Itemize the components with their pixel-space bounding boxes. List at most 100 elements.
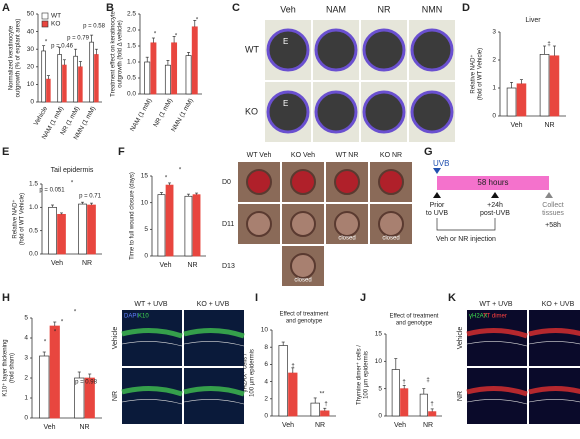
annotation: † bbox=[291, 364, 294, 370]
row-label: KO bbox=[245, 106, 258, 116]
y-tick-label: 10 bbox=[141, 199, 149, 206]
bar bbox=[49, 325, 60, 419]
y-tick-label: 15 bbox=[375, 331, 383, 338]
panel-letter: B bbox=[106, 2, 114, 14]
y-axis-label: γH2AX⁺ cells / bbox=[242, 353, 249, 392]
y-tick-label: 2.5 bbox=[127, 11, 136, 18]
x-tick-label: Vehicle bbox=[33, 105, 50, 127]
x-tick-label: NAM (1 mM) bbox=[129, 97, 153, 132]
explant-label: E bbox=[283, 37, 288, 46]
explant bbox=[266, 28, 310, 72]
annotation: p = 0.71 bbox=[79, 194, 102, 200]
injection-bracket bbox=[436, 218, 496, 231]
stain-label: K10 bbox=[138, 314, 149, 320]
x-tick-label: NR bbox=[315, 422, 325, 429]
duration-label: 58 hours bbox=[477, 178, 508, 187]
y-tick-label: 2 bbox=[492, 57, 496, 64]
explant bbox=[410, 28, 454, 72]
closed-label: closed bbox=[294, 278, 311, 284]
annotation: * bbox=[74, 310, 77, 316]
y-axis-label: Relative NAD⁺ bbox=[12, 199, 19, 238]
y-tick-label: 0 bbox=[378, 413, 382, 420]
bar bbox=[144, 61, 151, 95]
basement-line bbox=[528, 341, 580, 345]
annotation: * bbox=[154, 32, 157, 38]
closed-label: closed bbox=[338, 236, 355, 242]
y-tick-label: 50 bbox=[27, 11, 35, 18]
row-label: D0 bbox=[222, 179, 231, 186]
duration-bar bbox=[437, 176, 549, 190]
column-label: Veh bbox=[280, 4, 296, 14]
bar bbox=[171, 42, 178, 95]
column-label: NMN bbox=[422, 4, 443, 14]
y-tick-label: 4 bbox=[24, 335, 28, 342]
basement-line bbox=[121, 399, 183, 405]
bar bbox=[191, 26, 198, 95]
y-tick-label: 3 bbox=[24, 355, 28, 362]
y-tick-label: 20 bbox=[27, 64, 35, 71]
x-tick-label: Veh bbox=[510, 122, 522, 129]
bar bbox=[94, 54, 99, 103]
wound bbox=[378, 169, 404, 195]
column-label: NR bbox=[378, 4, 391, 14]
y-tick-label: 0 bbox=[492, 113, 496, 120]
y-tick-label: 1.5 bbox=[29, 181, 38, 188]
time-marker bbox=[491, 192, 499, 198]
tissue-band bbox=[466, 328, 528, 339]
stain-label: TT dimer bbox=[483, 314, 507, 320]
y-axis-label: 100 µm epidermis bbox=[364, 351, 370, 399]
x-tick-label: NR bbox=[423, 422, 433, 429]
annotation: p = 0.79 bbox=[67, 36, 90, 42]
bar bbox=[57, 54, 62, 103]
y-axis-label: (fold of WT Vehicle) bbox=[478, 48, 484, 100]
tissue-band bbox=[183, 328, 245, 339]
chart-title: Liver bbox=[525, 17, 541, 24]
explant bbox=[314, 28, 358, 72]
bar bbox=[288, 372, 298, 417]
panel-letter: E bbox=[2, 146, 9, 158]
y-tick-label: 0.0 bbox=[127, 91, 136, 98]
y-tick-label: 40 bbox=[27, 28, 35, 35]
x-tick-label: Veh bbox=[43, 424, 55, 431]
basement-line bbox=[121, 341, 183, 347]
closed-label: closed bbox=[382, 236, 399, 242]
timeline-label: tissues bbox=[542, 210, 564, 217]
wound bbox=[290, 253, 316, 279]
annotation: * bbox=[44, 340, 47, 346]
bar bbox=[549, 55, 560, 117]
x-tick-label: Veh bbox=[394, 422, 406, 429]
bar bbox=[391, 369, 400, 417]
bar bbox=[46, 78, 51, 103]
panel-letter: F bbox=[118, 146, 125, 158]
bar bbox=[48, 206, 57, 255]
y-tick-label: 2.0 bbox=[127, 27, 136, 34]
annotation: p = 0.051 bbox=[39, 188, 65, 194]
bar bbox=[73, 55, 78, 103]
column-label: WT NR bbox=[336, 152, 359, 159]
basement-line bbox=[466, 341, 528, 347]
annotation: * bbox=[179, 168, 182, 174]
panel-letter: J bbox=[360, 292, 366, 304]
legend-label: WT bbox=[51, 13, 61, 20]
column-label: WT + UVB bbox=[479, 301, 512, 308]
bar bbox=[400, 388, 409, 417]
y-tick-label: 5 bbox=[24, 315, 28, 322]
bar bbox=[419, 393, 428, 417]
bar bbox=[165, 184, 174, 257]
annotation: p = 0.58 bbox=[83, 24, 106, 30]
micrograph bbox=[122, 310, 182, 366]
tissue-band bbox=[528, 386, 580, 395]
y-tick-label: 2 bbox=[264, 396, 268, 403]
injection-label: Veh or NR injection bbox=[436, 236, 496, 243]
x-tick-label: Veh bbox=[282, 422, 294, 429]
y-tick-label: 1 bbox=[492, 85, 496, 92]
annotation: † bbox=[430, 402, 433, 408]
tissue-band bbox=[121, 328, 183, 339]
y-axis-label: 100 µm epidermis bbox=[250, 349, 256, 397]
explant bbox=[410, 90, 454, 134]
annotation: * bbox=[54, 330, 57, 336]
y-axis-label: outgrowth (% of explant area) bbox=[16, 19, 22, 98]
explant-label: E bbox=[283, 99, 288, 108]
annotation: * bbox=[175, 34, 178, 40]
